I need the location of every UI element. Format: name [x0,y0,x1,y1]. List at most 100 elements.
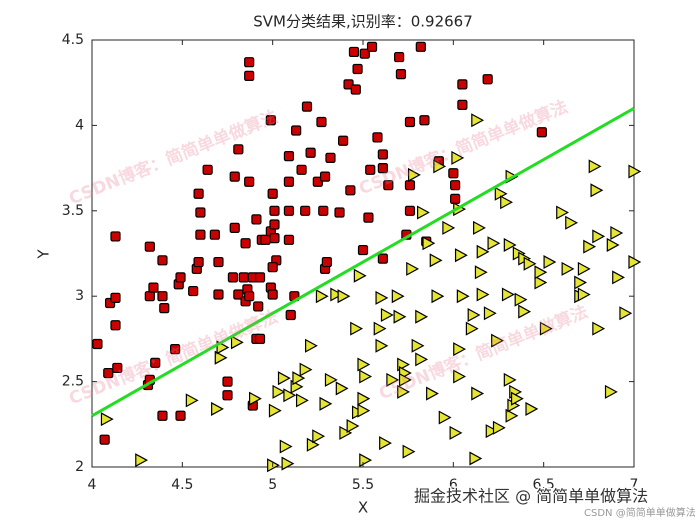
triangle-point [357,357,371,372]
square-point [110,231,121,242]
triangle-point [406,261,420,276]
triangle-point [518,304,532,319]
triangle-point [453,342,467,357]
square-point [296,164,307,175]
triangle-point [577,287,591,302]
triangle-point [185,393,199,408]
square-point [193,188,204,199]
triangle-point [610,225,624,241]
triangle-point [505,408,519,423]
square-point [110,320,121,331]
triangle-point [442,220,456,235]
triangle-point [588,159,602,174]
triangle-point [230,335,244,350]
triangle-point [277,371,291,386]
triangle-point [353,268,367,283]
x-axis-label: X [358,499,368,517]
square-point [457,79,468,90]
square-point [321,256,332,268]
triangle-point [500,195,513,210]
square-point [233,289,244,300]
triangle-point [391,289,405,304]
square-point [350,84,361,95]
square-point [112,362,123,374]
square-point [372,132,383,143]
triangle-point [467,307,481,322]
square-point [244,57,255,68]
square-point [267,188,278,199]
square-point [366,41,378,52]
triangle-point [429,253,443,268]
square-point [193,256,204,268]
square-point [251,214,262,225]
triangle-point [485,424,499,439]
triangle-point [330,287,344,302]
triangle-point [543,255,557,270]
triangle-point [279,439,293,454]
square-point [283,176,295,187]
square-point [348,46,360,58]
triangle-point [471,386,485,401]
square-point [352,63,363,75]
triangle-point [346,418,360,434]
square-point [359,48,370,59]
triangle-point [426,386,439,401]
triangle-point [386,372,400,387]
triangle-point [454,248,468,263]
square-point [150,357,161,368]
triangle-point [335,381,349,396]
square-point [267,289,278,300]
triangle-point [514,292,528,307]
square-point [229,171,240,182]
square-point [254,272,266,283]
triangle-point [628,164,642,179]
square-point [188,285,199,297]
marks [91,41,642,473]
triangle-point [415,352,429,367]
triangle-point [249,391,262,406]
square-point [144,241,155,252]
triangle-point [583,239,597,254]
triangle-point [422,236,436,251]
triangle-point [476,287,490,302]
triangle-point [214,350,228,365]
triangle-point [375,290,389,305]
square-point [457,99,468,111]
triangle-point [433,159,447,174]
x-tick-label: 5.5 [352,477,374,493]
triangle-point [604,384,618,399]
triangle-point [397,384,410,399]
triangle-point [476,244,490,259]
square-point [254,333,266,344]
square-point [238,272,249,283]
x-tick-label: 5 [268,477,277,493]
square-point [110,292,121,304]
triangle-point [525,401,539,416]
y-tick-label: 4 [75,117,84,133]
chart-title: SVM分类结果,识别率：0.92667 [253,13,473,31]
triangle-point [534,265,548,280]
triangle-point [492,420,506,435]
square-point [195,207,206,218]
triangle-point [501,287,515,302]
triangle-point [565,215,579,230]
square-point [283,205,295,216]
triangle-point [319,396,333,411]
square-point [260,234,271,245]
triangle-point [473,220,486,235]
y-tick-label: 2.5 [62,374,84,390]
square-point [209,229,220,240]
square-point [213,289,224,300]
csdn-watermark: CSDN @简简单单做算法 [584,506,696,519]
triangle-point [431,289,445,304]
triangle-point [379,436,392,451]
square-point [291,125,302,136]
square-point [383,180,394,191]
square-point [159,303,170,314]
triangle-point [339,425,353,440]
square-point [229,222,240,233]
square-point [283,151,295,162]
square-point [240,238,251,249]
juejin-watermark: 掘金技术社区 @ 简简单单做算法 [414,487,648,506]
